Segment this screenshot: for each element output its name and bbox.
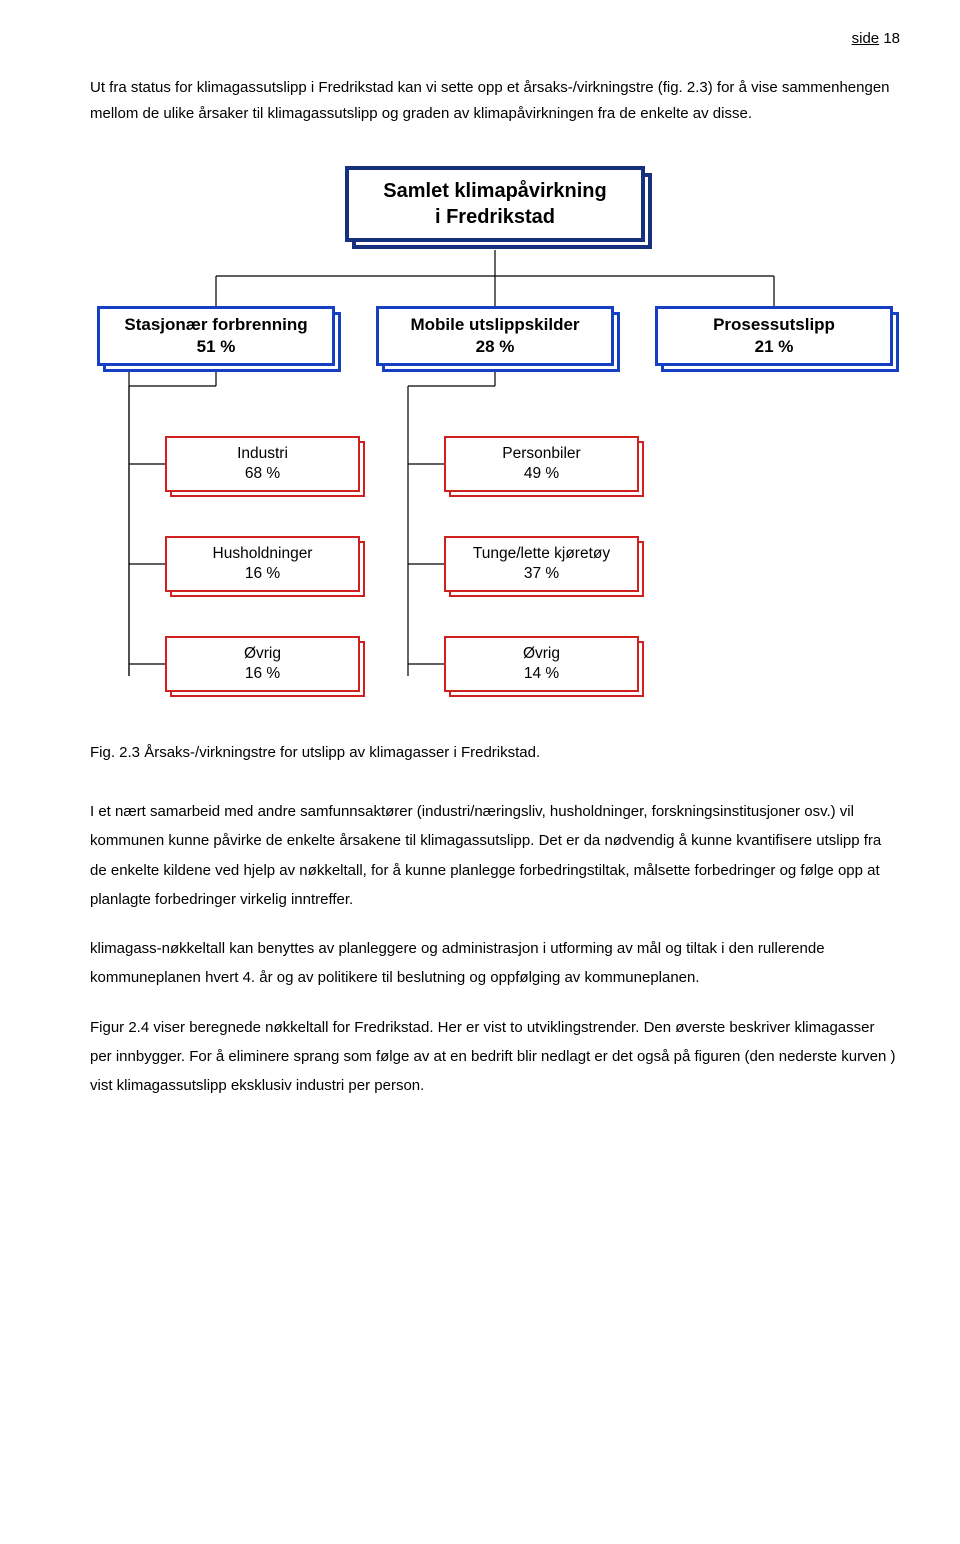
- leaf-line2: 16 %: [245, 664, 280, 684]
- cat1-line2: 51 %: [197, 336, 236, 358]
- page-num: 18: [883, 30, 900, 47]
- root-line1: Samlet klimapåvirkning: [383, 178, 606, 204]
- leaf-line2: 14 %: [524, 664, 559, 684]
- figure-caption: Fig. 2.3 Årsaks-/virkningstre for utslip…: [90, 744, 900, 761]
- page-label: side: [852, 30, 880, 47]
- cat-node-3: Prosessutslipp 21 %: [655, 306, 893, 366]
- leaf-line1: Øvrig: [523, 644, 560, 664]
- body-paragraph-1: I et nært samarbeid med andre samfunnsak…: [90, 797, 900, 914]
- tree-diagram: Samlet klimapåvirkning i Fredrikstad Sta…: [95, 166, 895, 726]
- cat2-line1: Mobile utslippskilder: [410, 314, 579, 336]
- leaf-line2: 16 %: [245, 564, 280, 584]
- cat-node-2: Mobile utslippskilder 28 %: [376, 306, 614, 366]
- leaf-node: Øvrig 14 %: [444, 636, 639, 692]
- cat3-line1: Prosessutslipp: [713, 314, 835, 336]
- leaf-line1: Husholdninger: [213, 544, 313, 564]
- leaf-line2: 68 %: [245, 464, 280, 484]
- cat3-line2: 21 %: [755, 336, 794, 358]
- leaf-line1: Industri: [237, 444, 288, 464]
- body-paragraph-3: Figur 2.4 viser beregnede nøkkeltall for…: [90, 1013, 900, 1101]
- intro-paragraph: Ut fra status for klimagassutslipp i Fre…: [90, 75, 900, 126]
- leaf-line2: 49 %: [524, 464, 559, 484]
- cat2-line2: 28 %: [476, 336, 515, 358]
- cat1-line1: Stasjonær forbrenning: [124, 314, 307, 336]
- leaf-node: Øvrig 16 %: [165, 636, 360, 692]
- page-number: side 18: [90, 30, 900, 47]
- leaf-node: Industri 68 %: [165, 436, 360, 492]
- leaf-node: Husholdninger 16 %: [165, 536, 360, 592]
- leaf-line1: Personbiler: [502, 444, 580, 464]
- leaf-node: Personbiler 49 %: [444, 436, 639, 492]
- root-node: Samlet klimapåvirkning i Fredrikstad: [345, 166, 645, 242]
- leaf-line1: Tunge/lette kjøretøy: [473, 544, 610, 564]
- body-paragraph-2: klimagass-nøkkeltall kan benyttes av pla…: [90, 934, 900, 993]
- cat-node-1: Stasjonær forbrenning 51 %: [97, 306, 335, 366]
- root-line2: i Fredrikstad: [435, 204, 555, 230]
- leaf-line1: Øvrig: [244, 644, 281, 664]
- leaf-line2: 37 %: [524, 564, 559, 584]
- leaf-node: Tunge/lette kjøretøy 37 %: [444, 536, 639, 592]
